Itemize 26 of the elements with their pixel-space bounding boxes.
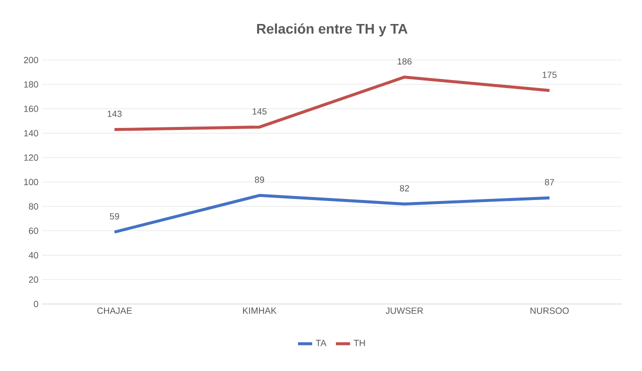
y-tick-label: 0 xyxy=(34,300,38,308)
y-tick-label: 200 xyxy=(24,56,38,64)
data-label: 175 xyxy=(542,72,557,78)
data-label: 186 xyxy=(398,58,412,65)
y-tick-label: 160 xyxy=(24,106,38,112)
chart-title: Relación entre TH y TA xyxy=(257,23,408,36)
data-label: 143 xyxy=(108,110,122,118)
data-label: 87 xyxy=(544,178,554,186)
y-tick-label: 100 xyxy=(24,178,38,186)
data-label: 145 xyxy=(252,108,267,115)
legend-label: TA xyxy=(316,340,326,346)
x-tick-label: KIMHAK xyxy=(243,308,277,314)
data-label: 82 xyxy=(400,185,410,192)
x-tick-label: CHAJAE xyxy=(97,308,132,314)
legend-label: TH xyxy=(354,340,365,346)
y-tick-label: 140 xyxy=(24,130,38,136)
x-tick-label: JUWSER xyxy=(386,308,424,314)
y-tick-label: 60 xyxy=(28,228,38,234)
x-tick-label: NURSOO xyxy=(530,308,569,314)
y-tick-label: 20 xyxy=(28,276,38,283)
data-label: 89 xyxy=(254,176,264,183)
y-tick-label: 180 xyxy=(24,81,38,88)
y-tick-label: 120 xyxy=(24,154,38,161)
data-label: 59 xyxy=(110,213,120,220)
y-tick-label: 40 xyxy=(28,252,38,258)
y-tick-label: 80 xyxy=(28,203,38,210)
